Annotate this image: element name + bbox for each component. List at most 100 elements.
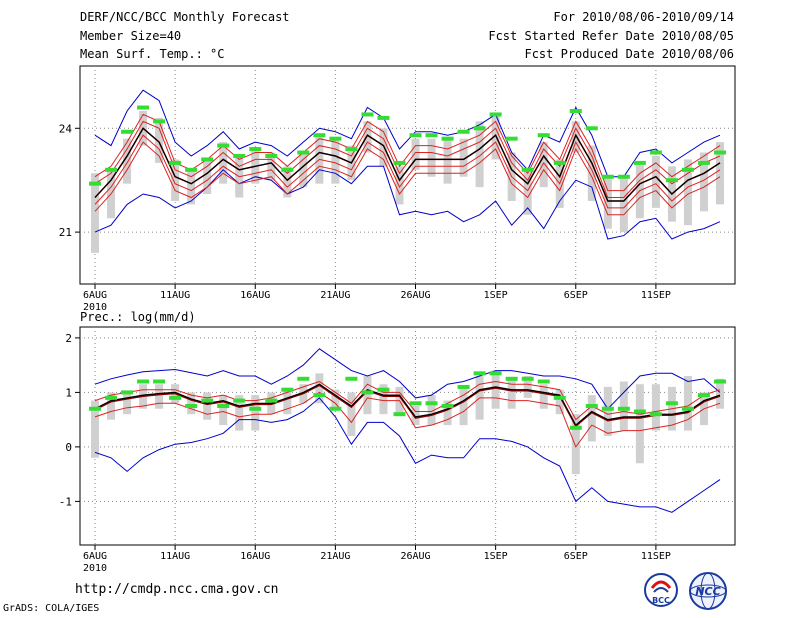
spread-box [427,138,436,177]
spread-box [716,142,724,205]
x-tick-label: 6AUG [83,551,107,562]
marker-observed [697,160,710,165]
spread-box [587,395,596,442]
marker-observed [697,393,710,398]
spread-box [107,392,116,420]
series-line-max [94,89,721,178]
spread-box [155,117,164,163]
bcc-logo-text: BCC [652,596,670,605]
marker-observed [345,147,358,152]
spread-box [603,386,612,436]
spread-box [267,152,276,181]
spread-box [283,166,292,198]
spread-box [235,395,244,431]
spread-box [411,138,420,170]
x-tick-label: 21AUG [320,551,350,562]
marker-observed [217,143,230,148]
marker-observed [505,136,518,141]
marker-observed [233,398,246,403]
spread-box [91,400,99,458]
marker-observed [201,398,214,403]
series-line-p90 [94,380,721,421]
spread-box [379,128,388,167]
marker-observed [377,387,390,392]
spread-box [523,169,532,215]
marker-observed [249,406,262,411]
marker-observed [377,115,390,120]
plot-panel-1: 6AUG 11AUG 16AUG 21AUG 26AUG 1SEP 6SEP 11SEP 201… [59,65,736,313]
marker-observed [105,167,118,172]
spread-box [363,376,372,415]
marker-observed [585,126,598,131]
member-size-label: Member Size=40 [80,29,182,43]
y-tick-label: 21 [59,226,72,239]
marker-observed [521,167,534,172]
marker-observed [457,384,470,389]
x-tick-label: 6AUG [83,290,107,301]
marker-observed [409,133,422,138]
spread-box [635,384,644,464]
ncc-logo-text: NCC [695,585,720,598]
marker-observed [489,112,502,117]
spread-box [299,152,308,188]
marker-observed [217,404,230,409]
spread-box [539,384,548,409]
marker-observed [601,406,614,411]
marker-observed [153,379,166,384]
spread-box [315,373,324,404]
source-url[interactable]: http://cmdp.ncc.cma.gov.cn [75,582,279,597]
y-tick-label: 1 [65,386,72,399]
spread-box [219,395,228,426]
spread-box [491,370,500,409]
x-tick-label: 11AUG [160,290,190,301]
marker-observed [281,167,294,172]
marker-observed [441,404,454,409]
marker-observed [425,133,438,138]
y-tick-label: 24 [59,122,73,135]
x-tick-label: 1SEP [484,551,508,562]
spread-box [379,384,388,415]
marker-observed [201,157,214,162]
spread-box [523,376,532,398]
spread-box [571,414,580,475]
bcc-logo: BCC [644,573,678,607]
marker-observed [361,112,374,117]
marker-observed [121,129,134,134]
marker-observed [313,393,326,398]
marker-observed [233,153,246,158]
series-line-p25 [94,134,721,209]
series-line-p75 [94,120,721,198]
spread-box [187,169,196,205]
marker-observed [105,395,118,400]
spread-box [555,389,564,415]
marker-observed [633,160,646,165]
forecast-period: For 2010/08/06-2010/09/14 [553,10,734,24]
spread-box [651,155,660,208]
marker-observed [169,395,182,400]
marker-observed [441,136,454,141]
marker-observed [281,387,294,392]
spread-box [283,389,292,415]
spread-box [347,392,356,436]
marker-observed [137,379,150,384]
marker-observed [649,150,662,155]
spread-box [683,159,692,226]
marker-observed [617,406,630,411]
spread-box [619,381,628,431]
series-line-min [94,397,721,513]
x-tick-label: 16AUG [240,290,270,301]
spread-box [203,392,212,420]
spread-box [123,138,132,184]
x-tick-label: 1SEP [484,290,508,301]
marker-observed [537,379,550,384]
series-line-mean [94,383,721,427]
marker-observed [361,390,374,395]
spread-box [171,159,180,201]
x-tick-label: 11AUG [160,551,190,562]
spread-box [331,389,340,409]
spread-box [395,166,404,205]
marker-observed [665,178,678,183]
x-year-label: 2010 [83,302,107,313]
series-line-max [94,348,721,410]
